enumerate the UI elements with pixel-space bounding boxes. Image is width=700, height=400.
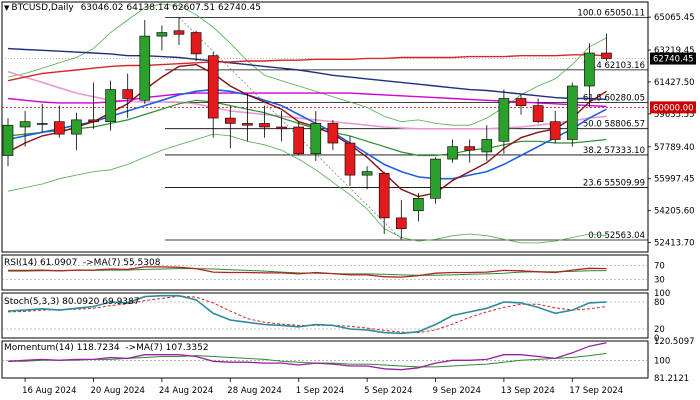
candle-bear bbox=[225, 117, 236, 124]
momentum-ma-line bbox=[8, 352, 607, 368]
fib-level-label: 61.8 60280.05 bbox=[583, 93, 645, 103]
price-tick-label: 59635.55 bbox=[654, 110, 695, 120]
candle-bear bbox=[395, 217, 407, 229]
fib-level-label: 0.0 52563.04 bbox=[588, 231, 645, 241]
date-tick-label: 1 Sep 2024 bbox=[296, 386, 344, 396]
ma-navy-line bbox=[7, 47, 607, 101]
chart-header: ▼ BTCUSD,Daily 63046.02 64138.14 62607.5… bbox=[4, 3, 261, 13]
key-level-badge bbox=[650, 101, 696, 114]
candle-bear bbox=[601, 52, 612, 59]
ma-green-line bbox=[7, 99, 607, 157]
key-level-badge-label: 60000.00 bbox=[653, 103, 694, 113]
stoch-tick-label: 100 bbox=[654, 289, 670, 299]
candle-bull bbox=[310, 123, 322, 155]
price-tick-label: 57789.40 bbox=[654, 143, 695, 153]
fib-level-label: 38.2 57333.10 bbox=[583, 146, 645, 156]
candle-bull bbox=[447, 146, 458, 160]
candle-bear bbox=[88, 119, 99, 122]
fib-anchor-line bbox=[178, 17, 402, 240]
triangle-down-icon: ▼ bbox=[4, 4, 10, 12]
candle-bear bbox=[242, 123, 253, 126]
momentum-tick-label: 100 bbox=[654, 356, 670, 366]
candle-bear bbox=[190, 32, 202, 55]
symbol-label: BTCUSD,Daily bbox=[11, 3, 74, 13]
candle-bear bbox=[532, 105, 544, 122]
rsi-title: RSI(14) 61.0907 ->MA(7) 55.5308 bbox=[4, 258, 161, 268]
candle-bull bbox=[584, 52, 595, 87]
candle-bull bbox=[19, 121, 31, 128]
price-tick-label: 55997.45 bbox=[654, 175, 695, 185]
rsi-tick-label: 30 bbox=[654, 276, 665, 286]
fib-level-label: 23.6 55509.99 bbox=[583, 178, 645, 188]
stoch-tick-label: 20 bbox=[654, 325, 665, 335]
candle-bull bbox=[430, 158, 441, 199]
date-tick-label: 20 Aug 2024 bbox=[91, 386, 145, 396]
current-price-badge-label: 62740.45 bbox=[653, 55, 694, 65]
date-tick-label: 5 Sep 2024 bbox=[364, 386, 412, 396]
candle-bear bbox=[464, 146, 476, 151]
candle-bull bbox=[139, 35, 151, 101]
ma-darkred-line bbox=[7, 63, 607, 198]
candle-bull bbox=[156, 32, 168, 37]
candle-bear bbox=[122, 89, 133, 99]
fib-level-label: 76.4 62103.16 bbox=[583, 61, 645, 71]
price-tick-label: 63219.45 bbox=[654, 46, 695, 56]
momentum-tick-label: 120.5097 bbox=[654, 337, 695, 347]
candle-bear bbox=[207, 55, 219, 119]
candle-bull bbox=[413, 198, 424, 212]
date-tick-label: 28 Aug 2024 bbox=[227, 386, 281, 396]
candle-bull bbox=[481, 139, 493, 153]
candle-bull bbox=[498, 98, 510, 142]
current-price-badge bbox=[650, 52, 696, 65]
fib-level-label: 100.0 65050.11 bbox=[577, 8, 645, 18]
price-tick-label: 65065.45 bbox=[654, 13, 695, 23]
stoch-k-line bbox=[7, 294, 607, 335]
date-tick-label: 24 Aug 2024 bbox=[159, 386, 213, 396]
date-tick-label: 17 Sep 2024 bbox=[569, 386, 623, 396]
date-tick-label: 13 Sep 2024 bbox=[501, 386, 555, 396]
momentum-line bbox=[7, 342, 607, 371]
rsi-tick-label: 70 bbox=[654, 262, 665, 272]
candle-bear bbox=[259, 123, 270, 128]
candle-bull bbox=[2, 124, 14, 156]
price-tick-label: 52413.70 bbox=[654, 239, 695, 249]
rsi-line bbox=[8, 266, 607, 278]
candle-bear bbox=[549, 121, 561, 140]
ma-red-line bbox=[7, 54, 607, 82]
candle-bear bbox=[173, 30, 185, 35]
price-tick-label: 54205.60 bbox=[654, 207, 695, 217]
stoch-tick-label: 0 bbox=[654, 334, 659, 344]
candle-bull bbox=[361, 171, 373, 176]
candle-bear bbox=[276, 126, 287, 130]
candle-bull bbox=[36, 123, 48, 125]
candle-bear bbox=[344, 142, 356, 176]
bollinger-lower-line bbox=[7, 133, 607, 244]
date-tick-label: 16 Aug 2024 bbox=[22, 386, 76, 396]
stoch-tick-label: 80 bbox=[654, 298, 665, 308]
candle-bull bbox=[71, 119, 82, 135]
date-tick-label: 9 Sep 2024 bbox=[433, 386, 481, 396]
candle-bull bbox=[105, 89, 116, 122]
price-tick-label: 61427.50 bbox=[654, 78, 695, 88]
candle-bear bbox=[293, 126, 305, 155]
stoch-title: Stoch(5,3,3) 80.0920 69.9387 bbox=[4, 297, 140, 307]
ohlc-values: 63046.02 64138.14 62607.51 62740.45 bbox=[80, 3, 261, 13]
momentum-title: Momentum(14) 118.7234 ->MA(7) 107.3352 bbox=[4, 343, 209, 353]
candle-bear bbox=[53, 121, 65, 135]
candle-bear bbox=[327, 123, 339, 144]
candle-bear bbox=[515, 98, 527, 106]
candle-bear bbox=[378, 173, 390, 219]
momentum-tick-label: 81.2121 bbox=[654, 374, 689, 384]
candle-bull bbox=[566, 85, 578, 140]
fib-level-label: 50.0 58806.57 bbox=[583, 120, 645, 130]
